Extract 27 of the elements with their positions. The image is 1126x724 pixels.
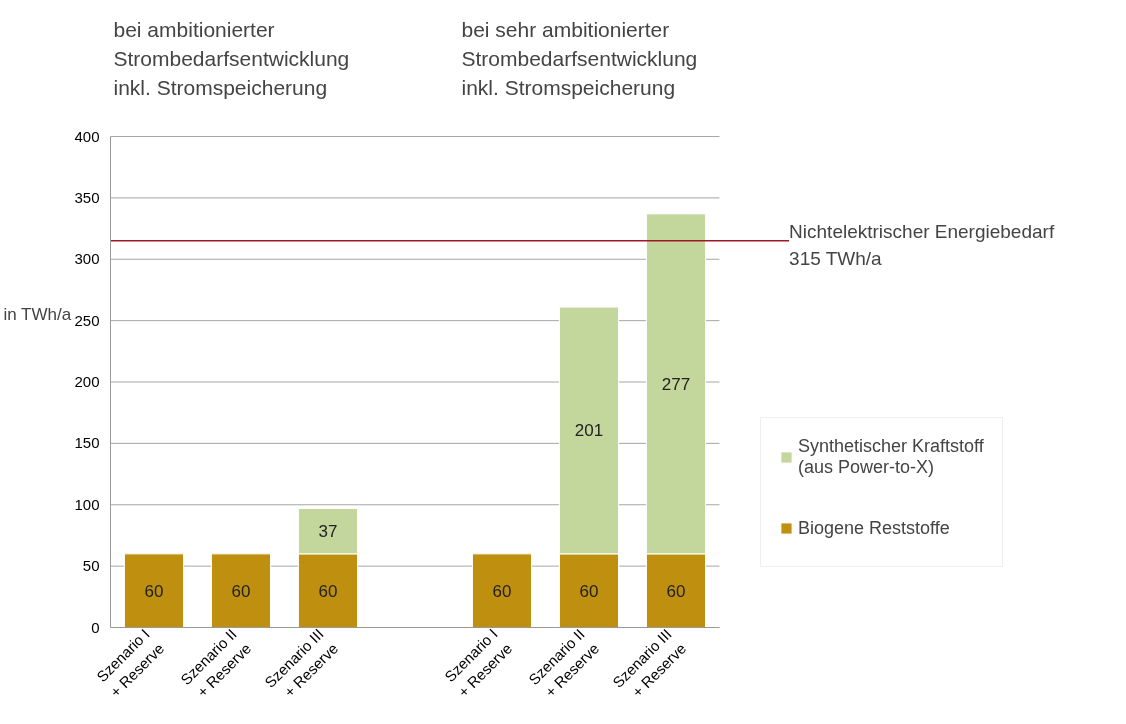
y-tick-label: 150 — [74, 434, 100, 452]
text: bei ambitionierter Strombedarfsentwicklung inkl. Stromspeicherung — [113, 18, 350, 99]
data-label: 60 — [492, 581, 512, 601]
data-label: 60 — [144, 581, 164, 601]
legend-label: Synthetischer Kraftstoff (aus Power-to-X) — [798, 436, 984, 478]
y-tick-label: 50 — [82, 557, 100, 575]
legend-label: Biogene Reststoffe — [798, 516, 950, 540]
data-label: 37 — [318, 522, 338, 542]
y-axis-title: in TWh/a — [3, 304, 72, 324]
y-tick-label: 350 — [74, 188, 100, 206]
ref-line-label: Nichtelektrischer Energiebedarf 315 TWh/a — [789, 220, 1055, 270]
data-label: 60 — [231, 581, 251, 601]
y-tick-label: 200 — [74, 373, 100, 390]
data-label: 277 — [661, 374, 691, 394]
bar — [210, 553, 272, 628]
text: bei sehr ambitionierter Strombedarfsentwicklung inkl. Stromspeicherung — [461, 18, 698, 99]
y-tick-label: 400 — [74, 127, 100, 145]
data-label: 60 — [318, 581, 338, 601]
data-label: 201 — [574, 421, 604, 441]
y-tick-label: 100 — [74, 495, 100, 513]
data-label: 60 — [579, 581, 599, 601]
y-tick-label: 250 — [74, 311, 100, 329]
bar — [471, 553, 533, 628]
data-label: 60 — [666, 581, 686, 601]
y-tick-label: 0 — [91, 618, 100, 636]
y-tick-label: 300 — [74, 250, 100, 268]
bar — [123, 553, 185, 628]
